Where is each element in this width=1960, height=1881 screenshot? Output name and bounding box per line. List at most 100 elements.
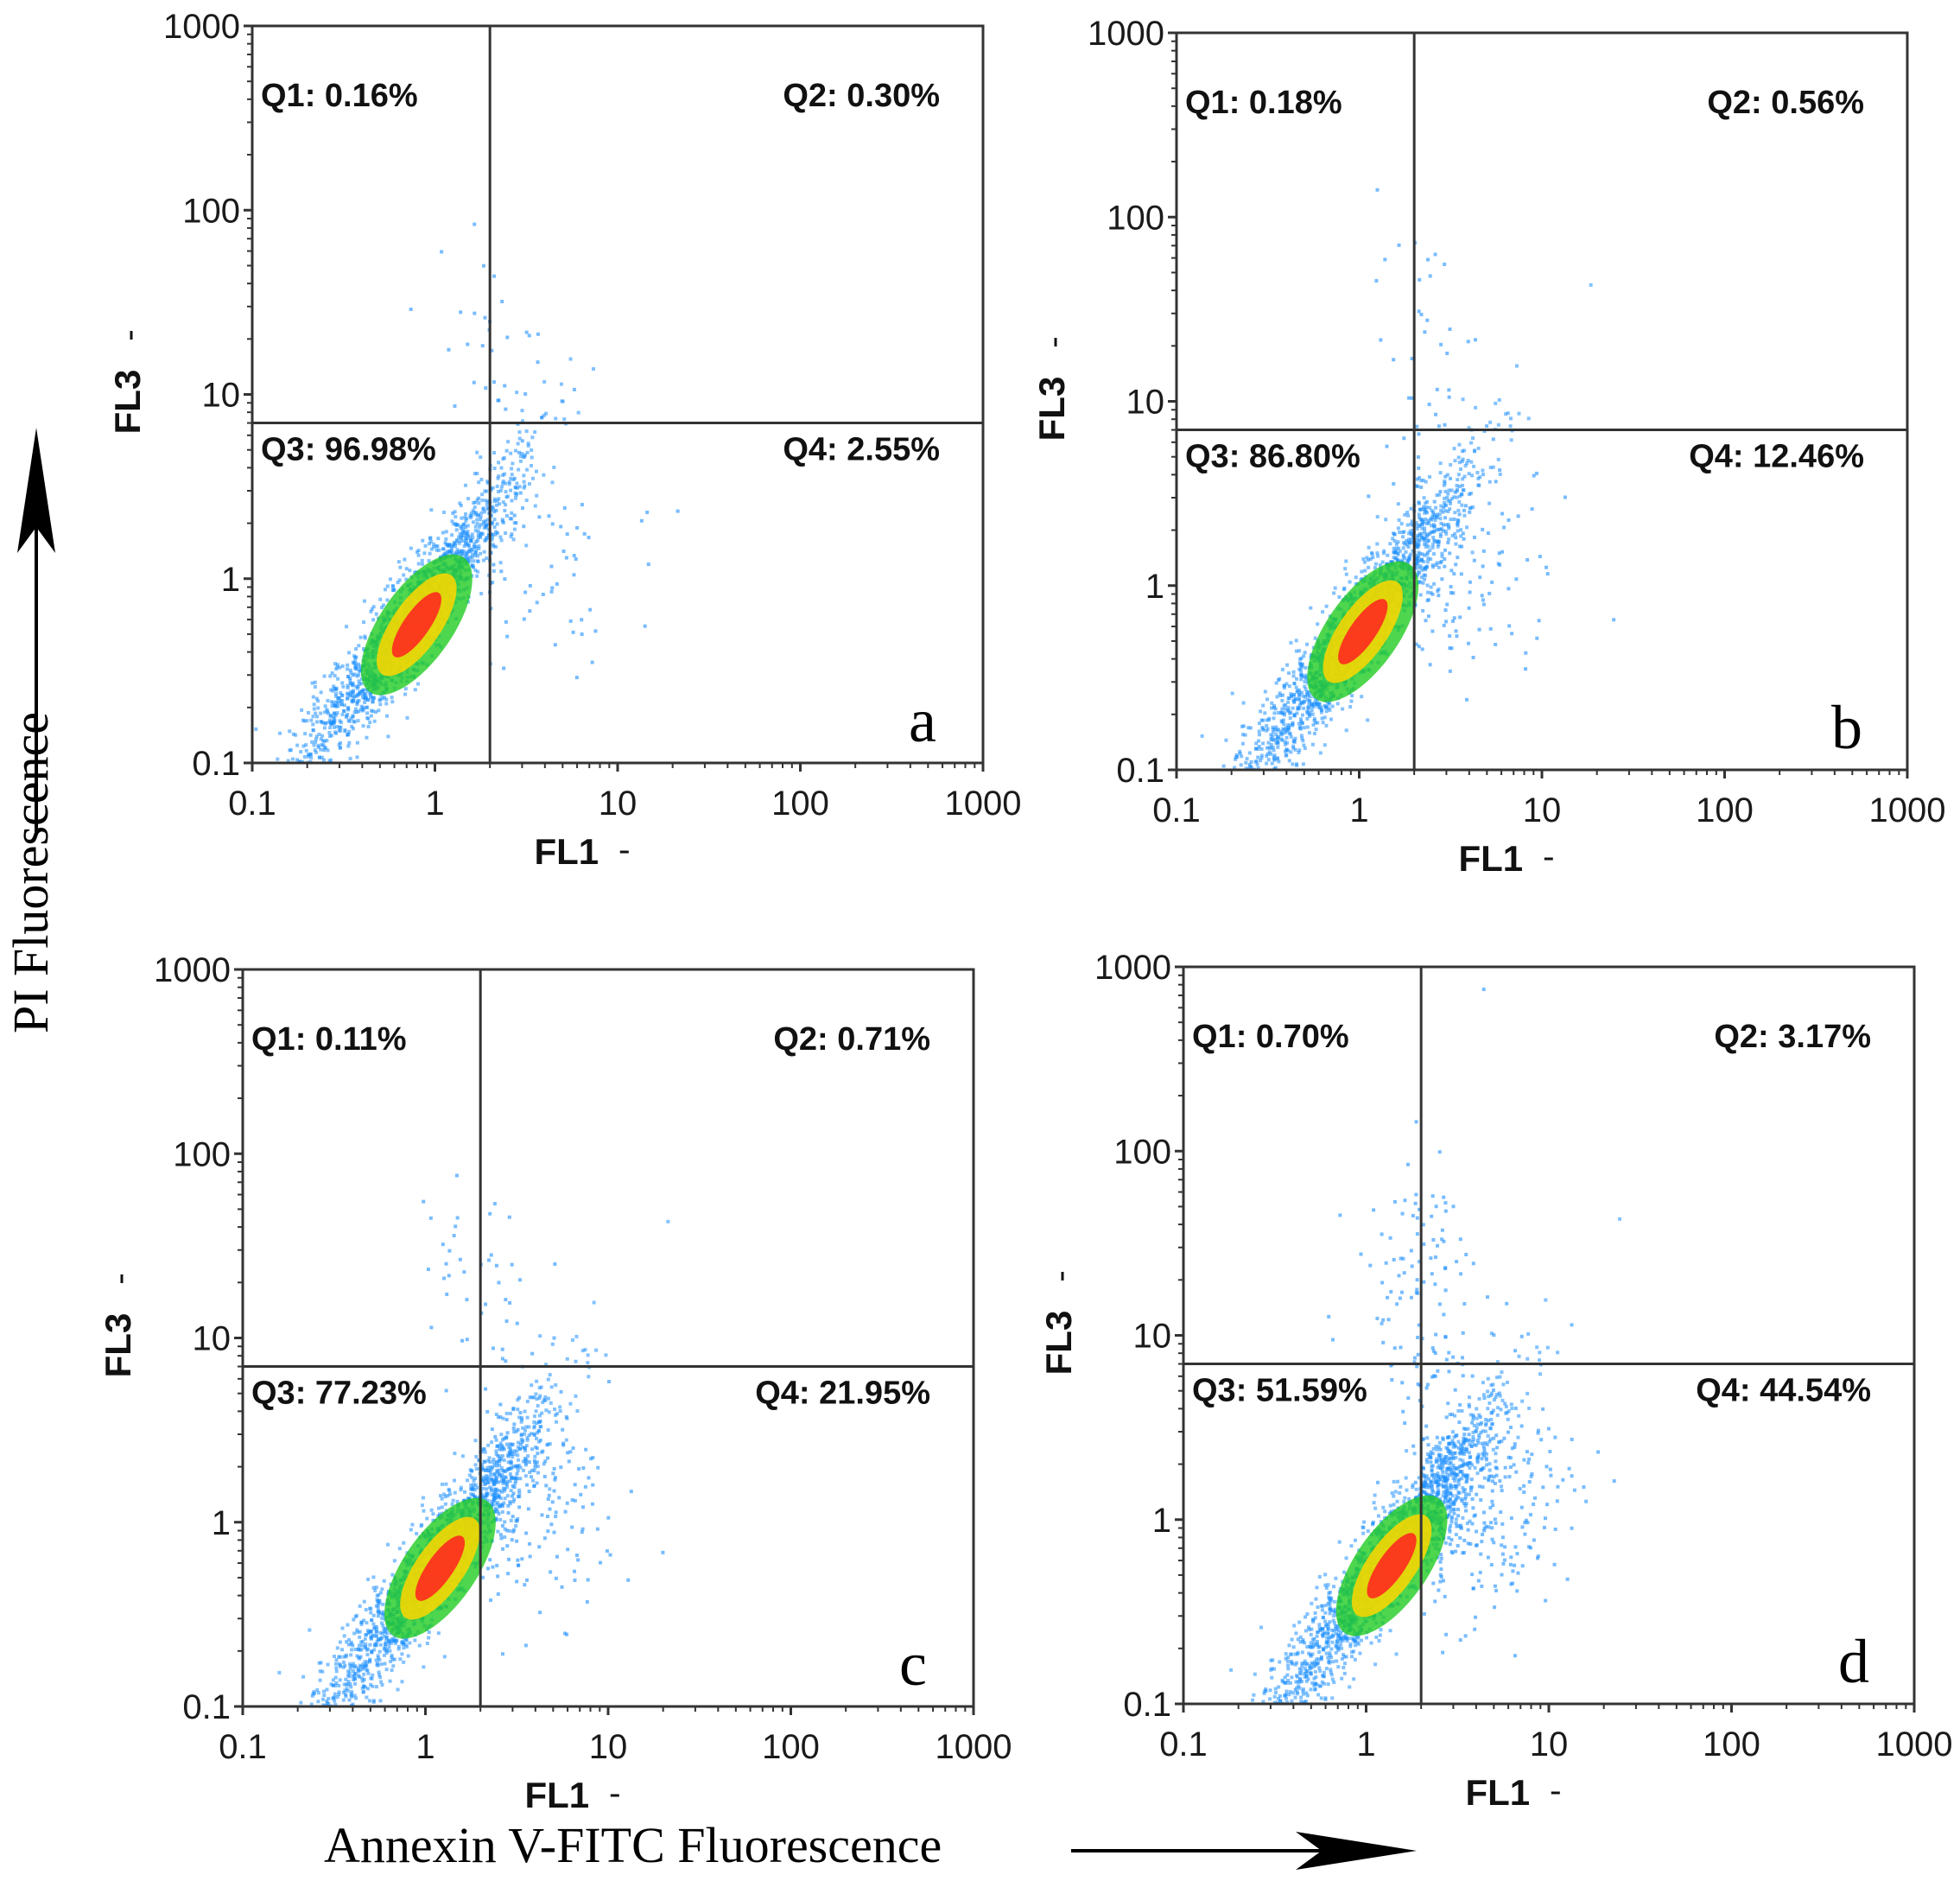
scatter-point bbox=[1459, 528, 1463, 532]
scatter-point bbox=[388, 1679, 392, 1683]
scatter-point bbox=[1298, 727, 1303, 731]
scatter-point bbox=[1504, 412, 1508, 416]
scatter-point bbox=[380, 1683, 384, 1687]
scatter-point bbox=[509, 451, 513, 455]
scatter-point bbox=[1502, 525, 1506, 530]
scatter-point bbox=[1302, 654, 1306, 658]
scatter-point bbox=[1424, 544, 1428, 549]
scatter-point bbox=[1305, 725, 1310, 729]
scatter-point bbox=[523, 1461, 528, 1465]
scatter-point bbox=[1394, 542, 1399, 546]
scatter-point bbox=[1448, 327, 1452, 332]
scatter-point bbox=[523, 590, 528, 594]
scatter-point bbox=[1396, 558, 1400, 562]
scatter-point bbox=[344, 1655, 348, 1659]
scatter-point bbox=[1287, 671, 1291, 676]
scatter-point bbox=[1272, 705, 1276, 709]
scatter-point bbox=[427, 559, 431, 563]
scatter-point bbox=[1468, 590, 1472, 594]
scatter-point bbox=[1497, 397, 1501, 402]
scatter-point bbox=[375, 1639, 379, 1643]
scatter-point bbox=[1271, 730, 1275, 734]
scatter-point bbox=[499, 569, 504, 574]
scatter-point bbox=[536, 1471, 540, 1475]
scatter-point bbox=[498, 1497, 503, 1501]
scatter-point bbox=[358, 692, 362, 696]
scatter-point bbox=[1460, 483, 1464, 487]
scatter-point bbox=[1439, 508, 1443, 512]
scatter-point bbox=[1434, 505, 1438, 510]
scatter-point bbox=[349, 716, 353, 721]
scatter-point bbox=[340, 712, 345, 716]
scatter-point bbox=[357, 1647, 361, 1651]
scatter-point bbox=[502, 1501, 506, 1505]
scatter-point bbox=[356, 719, 360, 723]
scatter-point bbox=[1301, 694, 1305, 698]
quadrant-label-q4: Q4: 2.55% bbox=[783, 432, 940, 468]
scatter-point bbox=[1422, 496, 1426, 500]
scatter-point bbox=[1463, 464, 1468, 468]
scatter-point bbox=[1476, 446, 1481, 450]
scatter-point bbox=[1304, 673, 1309, 677]
scatter-point bbox=[1449, 462, 1453, 467]
scatter-point bbox=[1612, 618, 1616, 622]
scatter-point bbox=[332, 686, 336, 690]
scatter-point bbox=[341, 1698, 346, 1702]
scatter-point bbox=[352, 1617, 356, 1622]
scatter-point bbox=[474, 539, 479, 543]
scatter-point bbox=[1316, 622, 1320, 626]
scatter-point bbox=[346, 683, 350, 688]
x-axis-label: FL1 bbox=[1458, 838, 1523, 879]
scatter-point bbox=[1407, 556, 1411, 560]
scatter-point bbox=[377, 1658, 382, 1662]
scatter-point bbox=[1443, 548, 1447, 552]
scatter-point bbox=[1321, 610, 1325, 614]
scatter-point bbox=[276, 757, 280, 761]
scatter-point bbox=[1421, 537, 1425, 542]
x-tick-label: 0.1 bbox=[228, 785, 276, 823]
scatter-point bbox=[1266, 740, 1271, 745]
scatter-point bbox=[1289, 734, 1293, 739]
scatter-point bbox=[357, 709, 361, 714]
scatter-point bbox=[359, 1622, 364, 1626]
scatter-point bbox=[1425, 560, 1430, 564]
scatter-point bbox=[310, 681, 314, 685]
scatter-point bbox=[508, 1479, 512, 1484]
scatter-point bbox=[1288, 723, 1292, 728]
scatter-point bbox=[460, 549, 464, 553]
scatter-point bbox=[403, 557, 407, 562]
scatter-point bbox=[492, 506, 496, 511]
scatter-point bbox=[425, 1641, 429, 1645]
scatter-point bbox=[479, 551, 483, 556]
y-tick-label: 100 bbox=[182, 192, 240, 230]
scatter-point bbox=[366, 724, 371, 728]
scatter-point bbox=[466, 530, 470, 534]
scatter-point bbox=[473, 542, 477, 546]
scatter-point bbox=[1261, 727, 1265, 731]
scatter-point bbox=[1280, 698, 1284, 702]
scatter-point bbox=[516, 1408, 520, 1412]
scatter-point bbox=[549, 1401, 553, 1405]
scatter-point bbox=[1440, 577, 1444, 581]
scatter-point bbox=[1348, 704, 1353, 709]
scatter-point bbox=[1240, 733, 1245, 737]
scatter-point bbox=[485, 518, 490, 522]
scatter-point bbox=[1285, 728, 1290, 732]
scatter-point bbox=[1441, 529, 1445, 533]
scatter-point bbox=[1436, 544, 1440, 549]
scatter-point bbox=[400, 1680, 404, 1684]
scatter-point bbox=[1431, 552, 1436, 556]
scatter-point bbox=[1289, 692, 1293, 696]
scatter-point bbox=[320, 755, 324, 759]
scatter-point bbox=[365, 1621, 369, 1625]
scatter-point bbox=[359, 1620, 364, 1624]
scatter-point bbox=[1446, 492, 1450, 496]
scatter-point bbox=[1416, 533, 1420, 537]
scatter-point bbox=[491, 520, 495, 524]
scatter-point bbox=[349, 682, 353, 686]
scatter-point bbox=[1280, 720, 1284, 724]
scatter-point bbox=[480, 492, 485, 497]
scatter-point bbox=[1257, 721, 1261, 726]
scatter-point bbox=[362, 620, 366, 625]
